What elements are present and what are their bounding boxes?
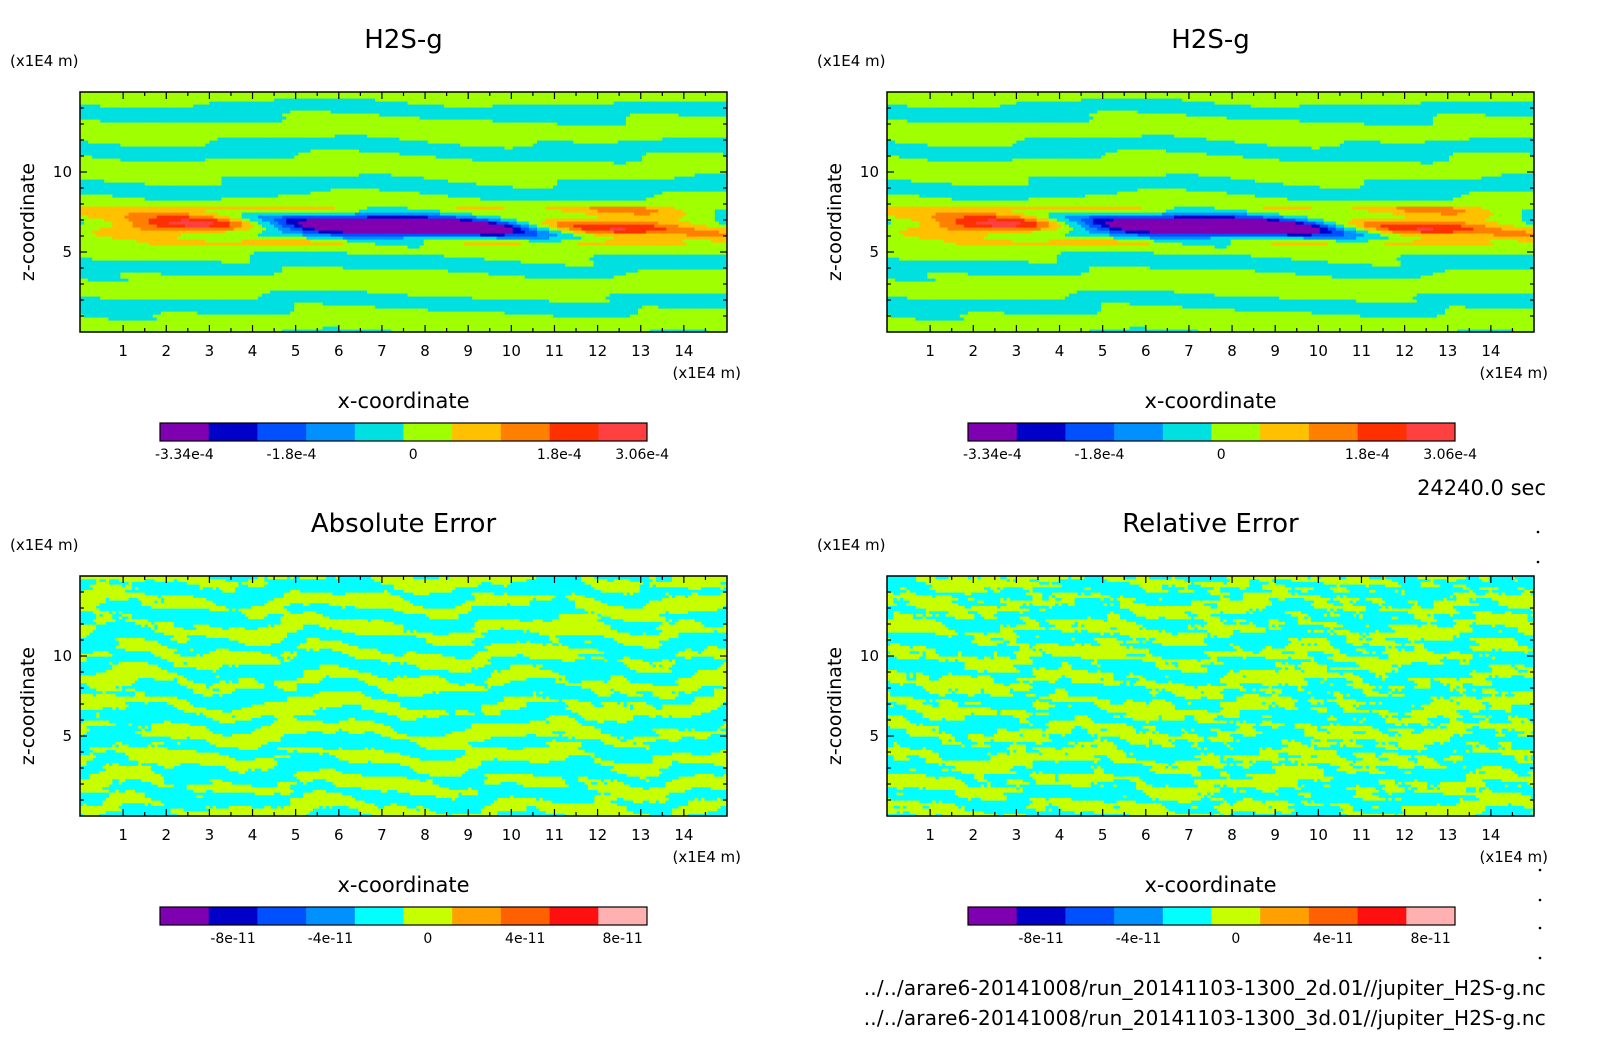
heatmap-field-1 bbox=[80, 92, 728, 333]
